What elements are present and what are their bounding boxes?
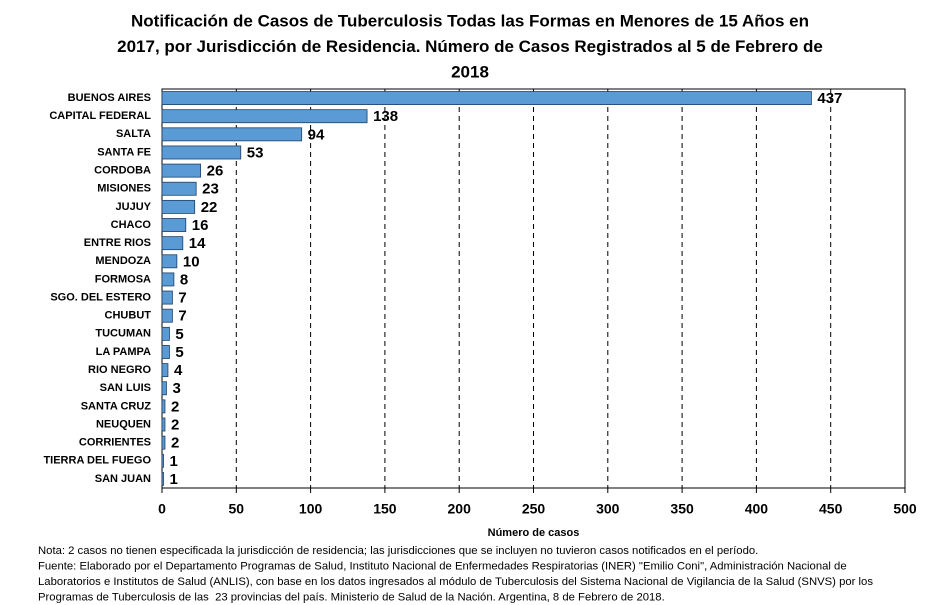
- data-label: 1: [169, 471, 177, 488]
- y-tick-label: SAN JUAN: [95, 473, 151, 485]
- y-tick-label: ENTRE RIOS: [84, 237, 151, 249]
- data-label: 16: [192, 217, 209, 234]
- y-tick-label: CHACO: [111, 219, 152, 231]
- x-tick-label: 400: [745, 501, 769, 517]
- data-label: 1: [169, 453, 177, 470]
- data-label: 26: [207, 163, 224, 180]
- y-tick-label: LA PAMPA: [96, 346, 151, 358]
- bar: [161, 272, 175, 287]
- data-label: 3: [172, 380, 180, 397]
- x-tick-label: 150: [373, 501, 397, 517]
- data-label: 7: [178, 290, 186, 307]
- note: Fuente: Elaborado por el Departamento Pr…: [38, 560, 847, 572]
- data-label: 138: [373, 108, 398, 125]
- bar: [161, 435, 166, 450]
- data-label: 2: [171, 416, 179, 433]
- bar: [161, 290, 173, 305]
- y-tick-label: TUCUMAN: [95, 328, 151, 340]
- y-tick-label: MENDOZA: [95, 255, 151, 267]
- y-tick-label: CORDOBA: [94, 165, 151, 177]
- y-tick-label: SANTA CRUZ: [81, 400, 152, 412]
- data-label: 5: [175, 344, 183, 361]
- x-axis-label: Número de casos: [488, 527, 580, 539]
- x-tick-label: 100: [299, 501, 323, 517]
- chart-title: Notificación de Casos de Tuberculosis To…: [131, 11, 809, 30]
- data-label: 14: [189, 235, 206, 252]
- bar: [161, 145, 242, 160]
- bar: [161, 417, 166, 432]
- y-tick-label: RIO NEGRO: [88, 364, 151, 376]
- x-tick-label: 250: [522, 501, 546, 517]
- x-tick-label: 50: [229, 501, 245, 517]
- data-label: 4: [174, 362, 183, 379]
- x-tick-label: 350: [670, 501, 694, 517]
- bar: [161, 472, 164, 486]
- y-tick-label: JUJUY: [116, 201, 152, 213]
- bar: [161, 127, 303, 142]
- data-label: 22: [201, 199, 218, 216]
- y-tick-label: TIERRA DEL FUEGO: [43, 455, 151, 467]
- plot-border: [161, 88, 906, 489]
- data-label: 7: [178, 308, 186, 325]
- note: Programas de Tuberculosis de las 23 prov…: [38, 591, 665, 603]
- data-label: 23: [202, 181, 219, 198]
- y-tick-label: CHUBUT: [105, 310, 152, 322]
- y-tick-label: SALTA: [116, 128, 151, 140]
- data-label: 94: [308, 126, 325, 143]
- y-tick-label: CAPITAL FEDERAL: [49, 110, 151, 122]
- bar: [161, 453, 164, 468]
- y-tick-label: SGO. DEL ESTERO: [50, 291, 151, 303]
- bar: [161, 218, 187, 232]
- x-tick-label: 200: [448, 501, 472, 517]
- bar: [161, 199, 196, 214]
- x-tick-label: 500: [893, 501, 917, 517]
- note: Nota: 2 casos no tienen especificada la …: [38, 545, 758, 557]
- data-label: 5: [175, 326, 183, 343]
- bar: [161, 363, 169, 378]
- bar: [161, 163, 202, 178]
- bar: [161, 399, 166, 414]
- y-tick-label: CORRIENTES: [79, 437, 151, 449]
- chart-title: 2017, por Jurisdicción de Residencia. Nú…: [117, 37, 823, 56]
- bar: [161, 326, 170, 341]
- x-tick-label: 0: [158, 501, 166, 517]
- bar: [161, 91, 812, 105]
- bar: [161, 345, 170, 359]
- data-label: 10: [183, 253, 200, 270]
- bar: [161, 181, 197, 196]
- y-tick-label: SANTA FE: [97, 146, 151, 158]
- data-label: 2: [171, 398, 179, 415]
- data-label: 2: [171, 435, 179, 452]
- y-tick-label: SAN LUIS: [100, 382, 151, 394]
- x-tick-label: 450: [819, 501, 843, 517]
- bar: [161, 381, 167, 396]
- y-tick-label: NEUQUEN: [96, 418, 151, 430]
- bar: [161, 308, 173, 323]
- y-tick-label: MISIONES: [97, 183, 151, 195]
- bar: [161, 254, 178, 269]
- bar: [161, 236, 184, 251]
- data-label: 437: [817, 90, 842, 107]
- y-tick-label: FORMOSA: [95, 273, 151, 285]
- data-label: 53: [247, 144, 264, 161]
- y-tick-label: BUENOS AIRES: [68, 92, 151, 104]
- x-tick-label: 300: [596, 501, 620, 517]
- data-label: 8: [180, 271, 188, 288]
- bar: [161, 109, 368, 124]
- chart-title: 2018: [451, 62, 489, 81]
- note: Laboratorios e Institutos de Salud (ANLI…: [38, 576, 873, 588]
